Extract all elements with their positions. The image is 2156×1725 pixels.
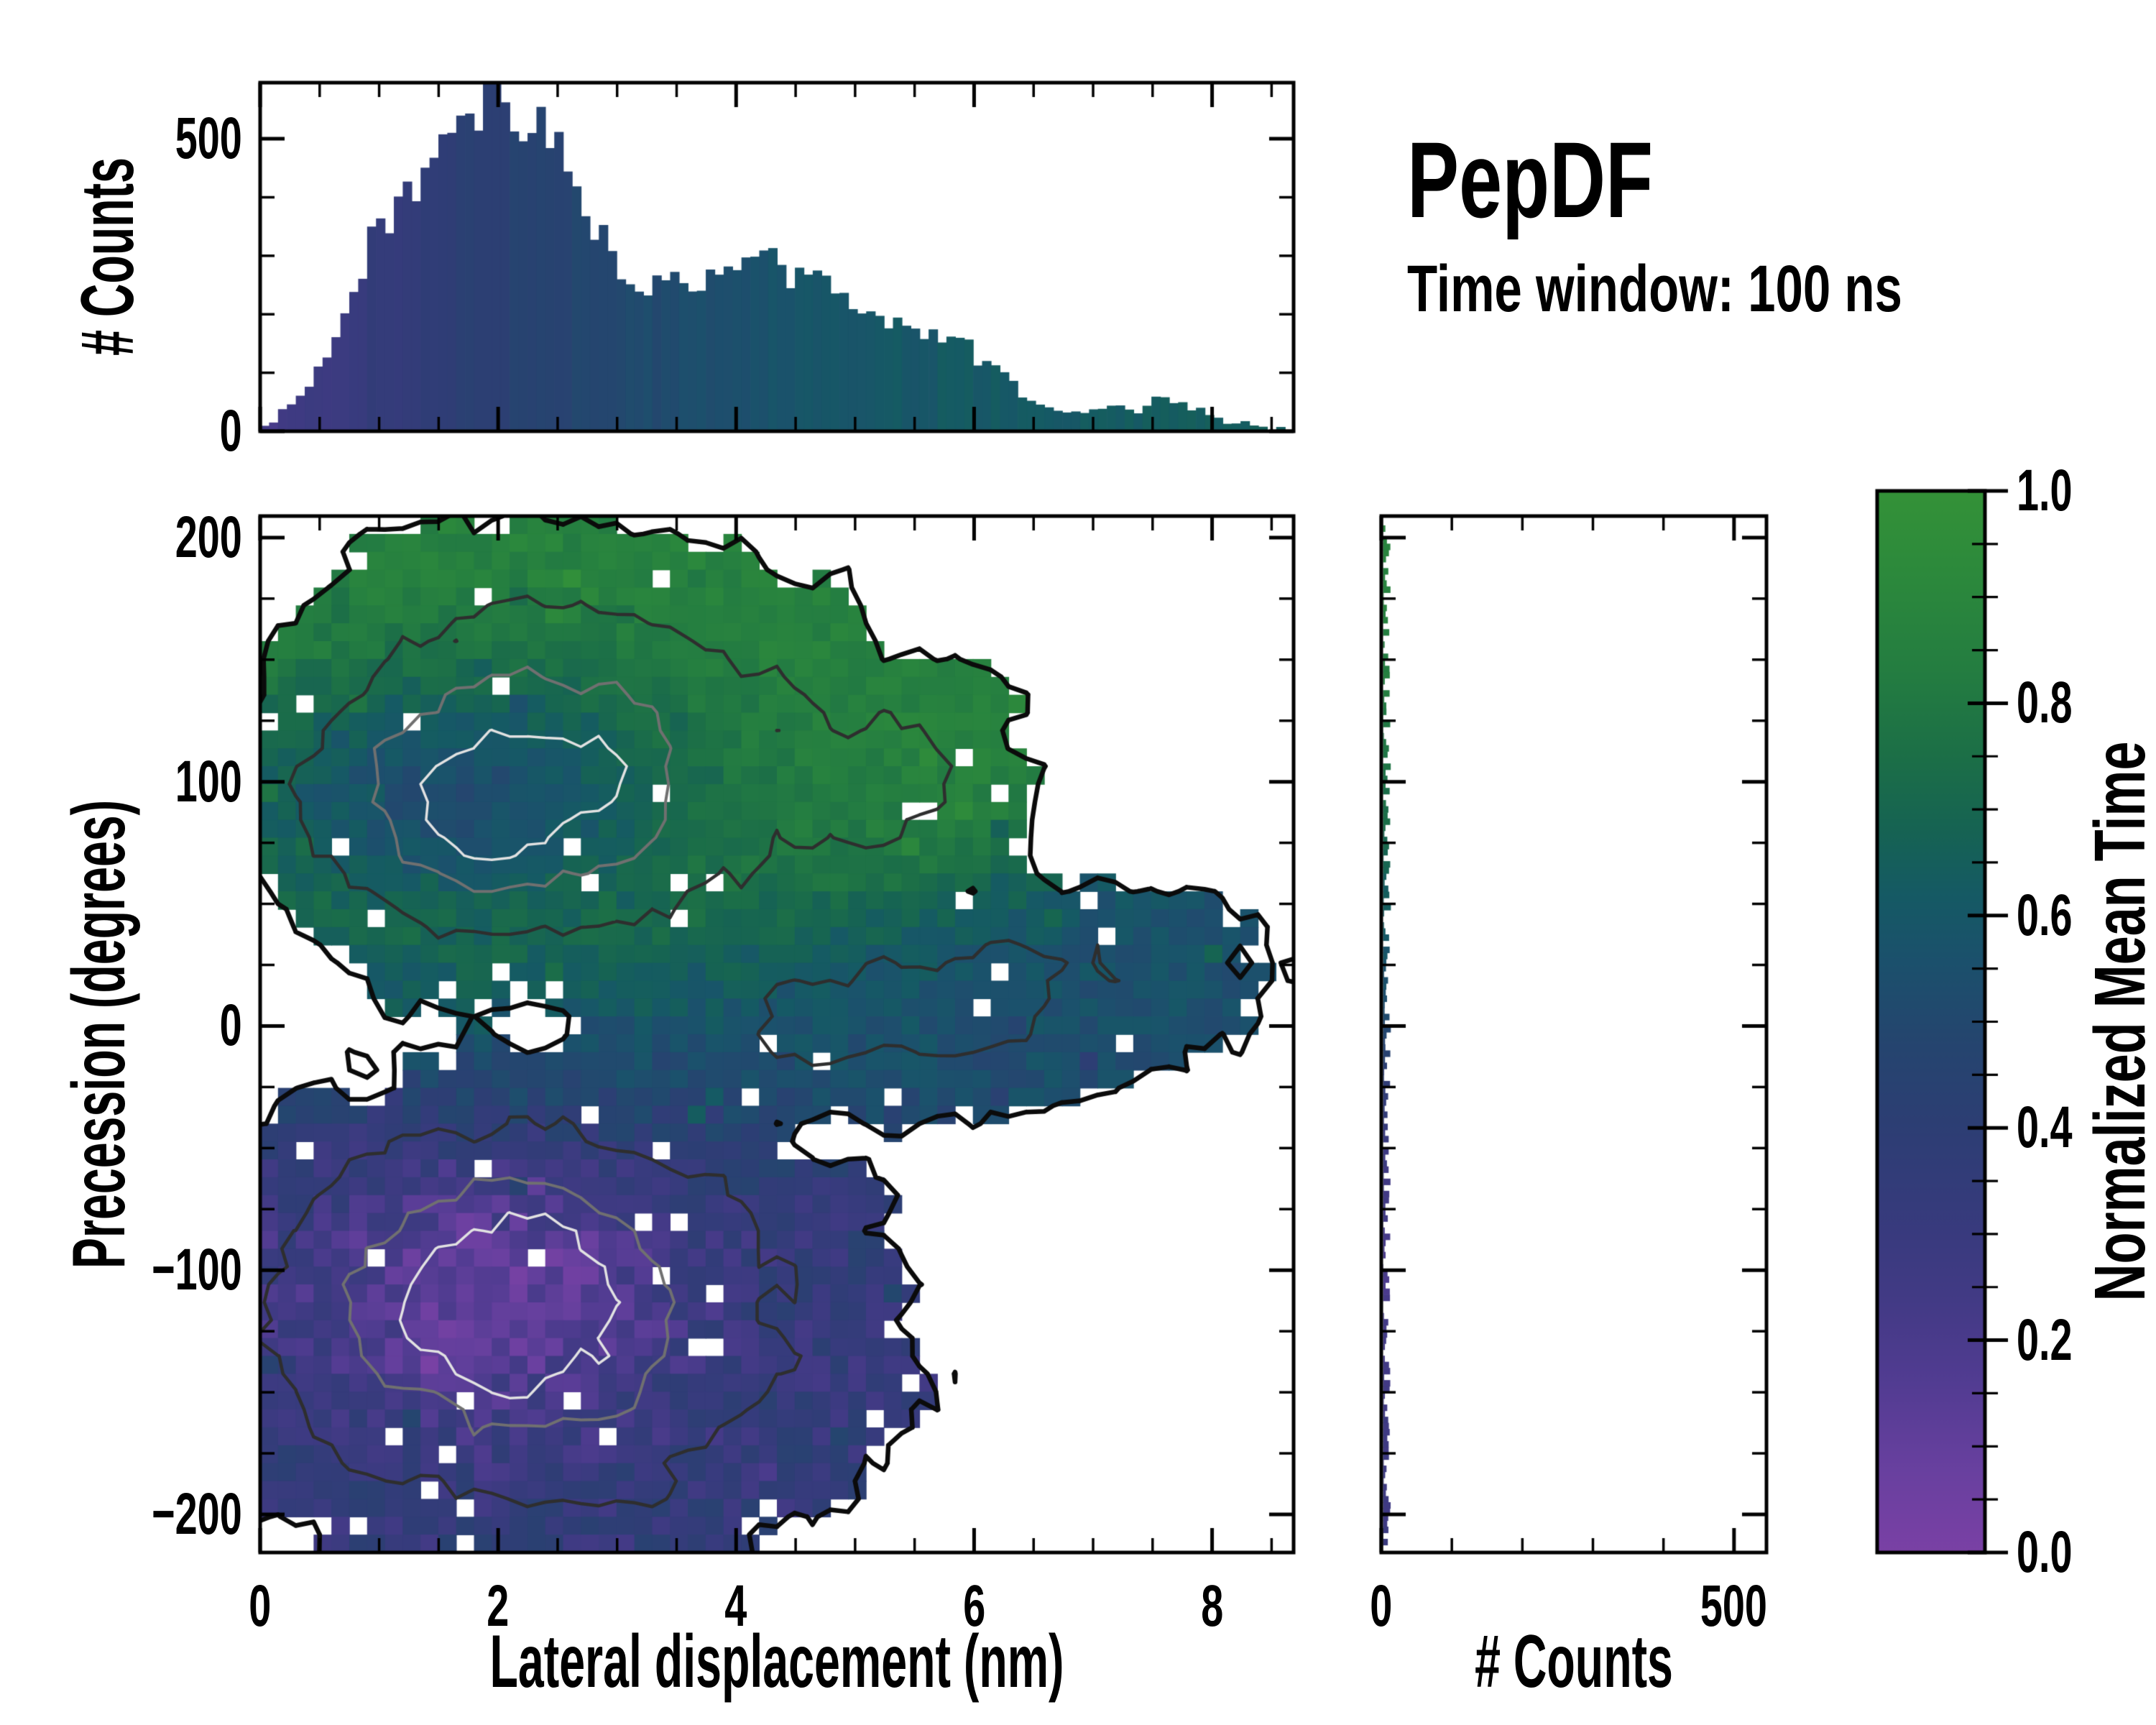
colorbar-label: Normalized Mean Time	[2080, 741, 2156, 1302]
tick-label: 0.4	[2017, 1095, 2073, 1161]
tick-label: 0	[219, 398, 242, 464]
main-x-axis-label: Lateral displacement (nm)	[489, 1620, 1064, 1703]
tick-label: 4	[724, 1573, 747, 1639]
tick-label: 100	[175, 748, 242, 814]
tick-label: 0.2	[2017, 1307, 2073, 1373]
tick-label: 0	[219, 993, 242, 1059]
tick-label: −200	[152, 1481, 242, 1547]
plot-subtitle: Time window: 100 ns	[1407, 252, 1902, 326]
tick-label: 500	[175, 106, 242, 172]
tick-label: 0	[249, 1573, 272, 1639]
plot-title: PepDF	[1407, 119, 1654, 240]
tick-label: 0	[1370, 1573, 1393, 1639]
tick-label: 0.8	[2017, 670, 2073, 736]
tick-label: −100	[152, 1237, 242, 1303]
tick-label: 200	[175, 504, 242, 570]
tick-label: 0.6	[2017, 882, 2073, 948]
tick-label: 1.0	[2017, 458, 2073, 523]
tick-label: 8	[1201, 1573, 1224, 1639]
tick-label: 500	[1700, 1573, 1768, 1639]
tick-label: 0.0	[2017, 1519, 2073, 1585]
right-hist-x-axis-label: # Counts	[1475, 1620, 1673, 1703]
tick-label: 6	[962, 1573, 985, 1639]
top-hist-y-axis-label: # Counts	[66, 157, 149, 356]
tick-label: 2	[487, 1573, 510, 1639]
